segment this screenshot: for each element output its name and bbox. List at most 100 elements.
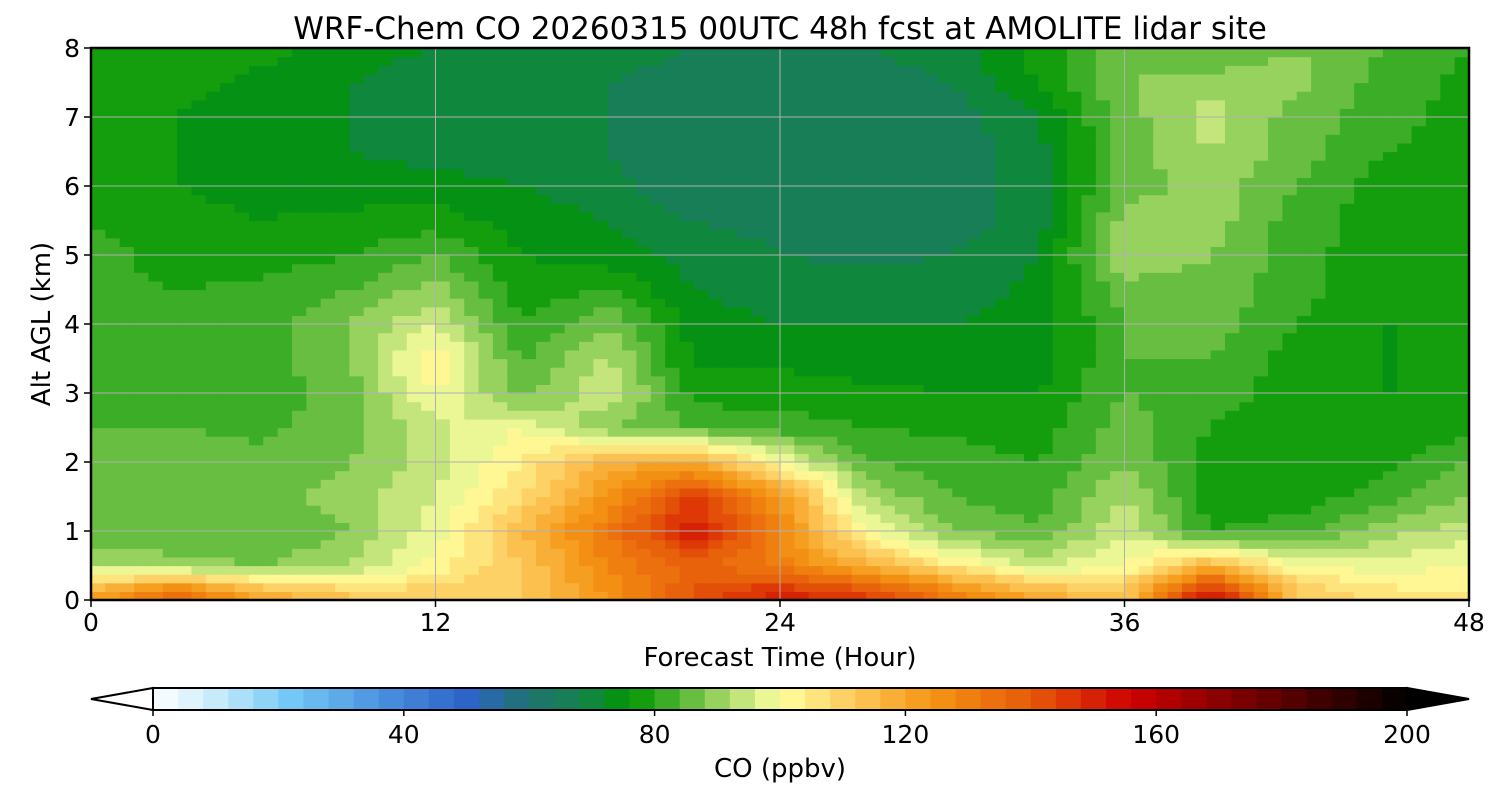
- heatmap-cell: [535, 315, 551, 325]
- heatmap-cell: [435, 341, 451, 351]
- heatmap-cell: [1024, 548, 1039, 558]
- heatmap-cell: [722, 151, 738, 161]
- heatmap-cell: [550, 151, 566, 161]
- heatmap-cell: [851, 531, 867, 541]
- heatmap-cell: [550, 591, 566, 600]
- heatmap-cell: [765, 427, 781, 437]
- heatmap-cell: [1368, 358, 1384, 368]
- heatmap-cell: [205, 306, 221, 316]
- heatmap-cell: [952, 479, 968, 489]
- heatmap-cell: [1224, 315, 1240, 325]
- heatmap-cell: [708, 324, 724, 334]
- heatmap-cell: [162, 531, 178, 541]
- heatmap-cell: [291, 453, 307, 463]
- heatmap-cell: [105, 272, 121, 282]
- heatmap-cell: [1009, 151, 1025, 161]
- heatmap-cell: [622, 332, 638, 342]
- heatmap-cell: [220, 444, 236, 454]
- heatmap-cell: [722, 229, 738, 239]
- heatmap-cell: [1425, 358, 1441, 368]
- heatmap-cell: [421, 298, 437, 308]
- heatmap-cell: [306, 522, 322, 532]
- heatmap-cell: [1354, 556, 1370, 567]
- heatmap-cell: [966, 487, 982, 498]
- heatmap-cell: [148, 255, 164, 265]
- heatmap-cell: [535, 194, 551, 204]
- heatmap-cell: [464, 194, 480, 204]
- heatmap-cell: [564, 556, 580, 567]
- heatmap-cell: [794, 263, 810, 273]
- heatmap-cell: [1124, 341, 1140, 351]
- heatmap-cell: [952, 574, 968, 584]
- heatmap-cell: [1354, 237, 1370, 247]
- heatmap-cell: [449, 444, 465, 454]
- heatmap-cell: [722, 289, 738, 299]
- heatmap-cell: [449, 582, 465, 592]
- heatmap-cell: [349, 194, 365, 204]
- heatmap-cell: [191, 418, 207, 429]
- heatmap-cell: [765, 401, 781, 411]
- heatmap-cell: [765, 410, 781, 420]
- heatmap-cell: [1425, 410, 1441, 420]
- heatmap-cell: [722, 194, 738, 204]
- heatmap-cell: [521, 263, 537, 273]
- heatmap-cell: [535, 246, 551, 256]
- heatmap-cell: [952, 470, 968, 480]
- heatmap-cell: [1339, 591, 1355, 600]
- heatmap-cell: [880, 548, 896, 558]
- heatmap-cell: [291, 513, 307, 523]
- heatmap-cell: [736, 272, 752, 282]
- heatmap-cell: [134, 237, 150, 247]
- heatmap-cell: [607, 522, 623, 532]
- heatmap-cell: [593, 341, 609, 351]
- heatmap-cell: [1425, 272, 1441, 282]
- heatmap-cell: [507, 462, 523, 472]
- heatmap-cell: [1224, 565, 1240, 575]
- heatmap-cell: [349, 151, 365, 161]
- heatmap-cell: [1196, 332, 1212, 342]
- heatmap-cell: [995, 393, 1011, 403]
- heatmap-cell: [980, 211, 996, 222]
- heatmap-cell: [263, 168, 279, 178]
- heatmap-cell: [177, 341, 193, 351]
- heatmap-cell: [1311, 306, 1327, 316]
- heatmap-cell: [1110, 151, 1126, 161]
- heatmap-cell: [220, 280, 236, 291]
- heatmap-cell: [765, 160, 781, 170]
- heatmap-cell: [593, 574, 609, 584]
- heatmap-cell: [306, 168, 322, 178]
- heatmap-cell: [593, 168, 609, 178]
- heatmap-cell: [1153, 168, 1169, 178]
- heatmap-cell: [1095, 358, 1111, 368]
- heatmap-cell: [1181, 272, 1197, 282]
- heatmap-cell: [363, 470, 379, 480]
- heatmap-cell: [335, 194, 350, 204]
- heatmap-cell: [679, 367, 695, 377]
- heatmap-cell: [1210, 462, 1226, 472]
- heatmap-cell: [622, 298, 638, 308]
- heatmap-cell: [535, 349, 551, 360]
- heatmap-cell: [966, 151, 982, 161]
- heatmap-cell: [980, 203, 996, 213]
- heatmap-cell: [205, 479, 221, 489]
- heatmap-cell: [894, 298, 910, 308]
- heatmap-cell: [1210, 246, 1226, 256]
- heatmap-cell: [880, 168, 896, 178]
- heatmap-cell: [291, 462, 307, 472]
- heatmap-cell: [1440, 211, 1456, 222]
- heatmap-cell: [119, 272, 135, 282]
- heatmap-cell: [234, 237, 250, 247]
- heatmap-cell: [650, 522, 666, 532]
- heatmap-cell: [679, 410, 695, 420]
- heatmap-cell: [1167, 349, 1183, 360]
- heatmap-cell: [1181, 393, 1197, 403]
- heatmap-cell: [1196, 427, 1212, 437]
- heatmap-cell: [1282, 410, 1298, 420]
- heatmap-cell: [937, 255, 953, 265]
- heatmap-cell: [1282, 186, 1298, 196]
- heatmap-cell: [880, 393, 896, 403]
- heatmap-cell: [650, 237, 666, 247]
- heatmap-cell: [162, 160, 178, 170]
- heatmap-cell: [148, 203, 164, 213]
- heatmap-cell: [1354, 194, 1370, 204]
